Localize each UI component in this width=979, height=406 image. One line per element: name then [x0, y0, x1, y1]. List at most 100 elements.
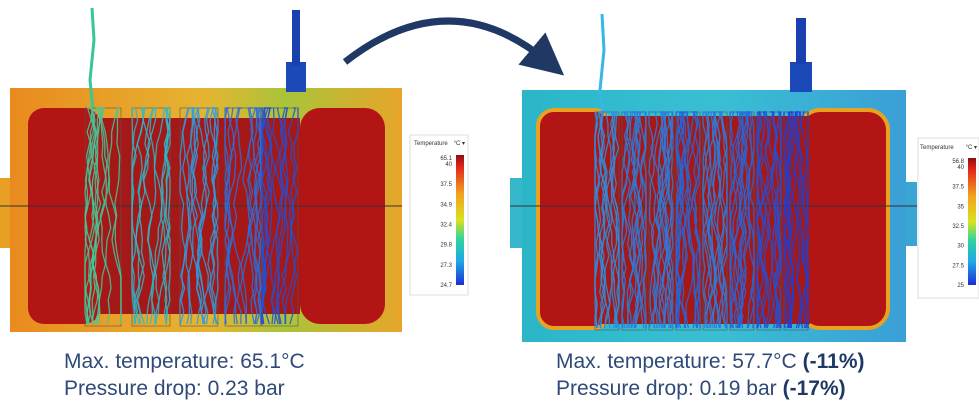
streamline: [261, 107, 273, 324]
legend-label: 37.5: [952, 185, 964, 191]
streamline: [621, 111, 632, 328]
legend-label: 29.8: [440, 243, 452, 249]
inlet-stream: [598, 13, 606, 113]
streamline: [675, 111, 697, 328]
streamline: [608, 111, 620, 329]
legend-left: Temperature °C ▾ 65.140 37.5 34.9 32.4 29.8 2…: [409, 134, 469, 296]
simulation-left: [0, 10, 402, 332]
streamline: [792, 111, 804, 329]
streamline: [648, 111, 658, 329]
streamline: [732, 111, 742, 329]
legend-title: Temperature: [414, 141, 448, 147]
streamline: [276, 107, 292, 325]
streamline: [634, 111, 647, 329]
inlet-stream: [88, 7, 96, 111]
streamline: [702, 111, 709, 329]
legend-label: 32.4: [440, 223, 452, 229]
legend-unit[interactable]: °C ▾: [966, 145, 977, 151]
streamline: [99, 107, 122, 324]
streamline: [622, 111, 634, 329]
streamline: [272, 107, 284, 325]
legend-label: 34.9: [440, 202, 452, 208]
streamline: [756, 111, 769, 329]
streamline: [741, 111, 755, 329]
streamline: [766, 111, 777, 329]
streamline: [702, 111, 720, 329]
streamline: [261, 107, 279, 325]
streamline: [596, 111, 611, 329]
streamline: [280, 107, 289, 325]
streamline: [146, 107, 171, 325]
streamline: [635, 111, 647, 329]
streamline: [797, 111, 809, 329]
streamline: [266, 107, 280, 325]
legend-label: 30: [957, 244, 964, 250]
streamline: [675, 111, 684, 329]
streamline: [610, 111, 620, 329]
streamline: [756, 111, 771, 328]
legend-label: 40: [445, 162, 452, 168]
streamline: [594, 111, 601, 328]
legend-label: 56.8: [952, 159, 964, 165]
streamline: [199, 107, 210, 325]
streamline: [91, 107, 105, 325]
streamline: [603, 111, 620, 329]
streamline: [94, 107, 119, 325]
streamline: [729, 111, 745, 329]
caption-line: Max. temperature: 65.1°C: [64, 350, 305, 373]
legend-label: 25: [957, 283, 964, 289]
legend-label: 27.5: [952, 263, 964, 269]
streamline: [195, 107, 210, 325]
caption-change: (-17%): [783, 377, 846, 400]
streamline: [598, 111, 611, 329]
streamline: [693, 111, 701, 329]
streamline: [186, 107, 200, 325]
legend-label: 32.5: [952, 224, 964, 230]
streamline: [756, 111, 761, 329]
streamline: [190, 107, 206, 325]
legend-label: 35: [957, 204, 964, 210]
streamline: [142, 107, 157, 325]
streamline: [224, 107, 234, 325]
streamline: [717, 111, 728, 329]
streamline: [659, 111, 672, 329]
streamline: [661, 111, 674, 329]
legend-label: 40: [957, 165, 964, 171]
streamline: [648, 111, 660, 329]
streamline: [239, 107, 261, 325]
streamline: [598, 111, 613, 329]
streamline: [289, 107, 299, 325]
streamline: [729, 111, 735, 329]
streamline: [88, 107, 101, 325]
caption-text: Pressure drop: 0.19 bar: [556, 377, 777, 400]
streamline: [179, 107, 193, 324]
legend-unit[interactable]: °C ▾: [454, 141, 465, 147]
streamline: [161, 107, 171, 325]
streamline: [657, 111, 671, 328]
legend-label: 24.7: [440, 283, 452, 289]
legend-label: 37.5: [440, 182, 452, 188]
streamline: [783, 111, 793, 329]
streamline: [224, 107, 242, 325]
streamline: [681, 111, 699, 329]
caption-text: Max. temperature: 57.7°C: [556, 350, 797, 373]
streamline: [776, 111, 782, 329]
streamline: [146, 107, 160, 325]
streamline: [679, 111, 694, 329]
streamline: [261, 107, 268, 325]
streamline: [783, 111, 791, 329]
legend-label: 27.3: [440, 263, 452, 269]
streamline: [626, 111, 641, 329]
streamline: [224, 107, 241, 325]
streamline: [737, 111, 748, 329]
streamline: [707, 111, 723, 329]
streamline: [716, 111, 727, 329]
streamline: [717, 111, 728, 329]
streamline: [687, 111, 700, 329]
caption-change: (-11%): [803, 350, 865, 373]
streamline: [738, 111, 755, 329]
streamline: [131, 107, 157, 325]
streamline: [600, 111, 618, 329]
caption-line: Pressure drop: 0.23 bar: [64, 377, 285, 400]
streamline: [242, 107, 262, 325]
